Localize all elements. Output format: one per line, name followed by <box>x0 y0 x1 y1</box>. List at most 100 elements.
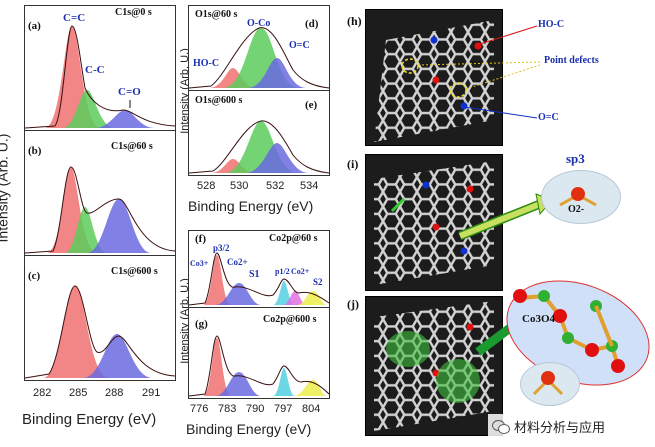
left-xtick-288: 288 <box>105 387 124 399</box>
label-co2plus-b: Co2+ <box>291 267 310 276</box>
panel-a-plot <box>25 25 175 129</box>
left-xtick-282: 282 <box>33 387 52 399</box>
panel-e-title: O1s@600 s <box>195 95 243 106</box>
panel-h-lattice <box>365 9 503 146</box>
defect-red-2 <box>432 76 440 84</box>
left-xtick-285: 285 <box>69 387 88 399</box>
panel-g-id: (g) <box>195 318 208 330</box>
peak-b-green <box>65 207 107 253</box>
label-c-single-c: C-C <box>85 64 105 76</box>
watermark: 材料分析与应用 <box>488 414 610 438</box>
peak-g-yellow <box>293 380 327 396</box>
co3o4-cluster-2 <box>436 359 480 403</box>
middle-bottom-xtick-790: 790 <box>246 403 265 415</box>
label-s2: S2 <box>313 277 323 287</box>
middle-top-x-axis-label: Binding Energy (eV) <box>188 198 314 214</box>
label-o-c-defect: O=C <box>538 112 559 123</box>
left-xtick-291: 291 <box>142 387 161 399</box>
peak-f-magenta <box>283 291 307 305</box>
peak-c-blue <box>83 334 153 378</box>
point-defect-ring-2 <box>449 82 467 98</box>
panel-i-lattice <box>365 154 503 291</box>
middle-top-xtick-534: 534 <box>300 180 319 192</box>
panel-f: (f) Co2p@60 s Co3+ p3/2 Co2+ S1 p1/2 Co2… <box>188 230 330 308</box>
label-ho-c-defect: HO-C <box>538 19 565 30</box>
o2-bubble <box>541 170 621 224</box>
watermark-text: 材料分析与应用 <box>514 420 606 436</box>
defect-i-red-2 <box>432 223 440 231</box>
peak-c-red <box>43 286 109 378</box>
panel-c-title: C1s@600 s <box>111 266 158 277</box>
defect-i-blue-2 <box>460 247 468 255</box>
peak-c-o-blue <box>95 110 155 128</box>
label-ho-c: HO-C <box>193 58 220 69</box>
label-s1: S1 <box>249 269 260 280</box>
panel-a: (a) C1s@0 s C=C C-C C=O <box>24 5 176 131</box>
label-p12: p1/2 <box>275 267 290 276</box>
peak-f-blue <box>215 283 261 305</box>
graphene-lattice-h <box>374 20 494 142</box>
peak-f-red <box>203 255 231 305</box>
envelope-c <box>25 285 175 379</box>
envelope-a <box>25 25 175 129</box>
middle-bottom-xtick-797: 797 <box>274 403 293 415</box>
peak-g-red <box>203 338 231 396</box>
middle-bottom-x-axis-label: Binding Energy (eV) <box>186 421 312 437</box>
graphene-lattice-i <box>374 161 494 285</box>
panel-h-id: (h) <box>347 14 362 28</box>
panel-e-plot <box>189 120 329 174</box>
label-o-double-c: O=C <box>289 40 310 51</box>
panel-a-title: C1s@0 s <box>115 7 152 18</box>
envelope-g <box>189 335 329 397</box>
envelope-f <box>189 252 329 306</box>
envelope-d <box>189 27 329 89</box>
label-o-co: O-Co <box>247 18 271 29</box>
label-c-o-arrow <box>129 100 131 108</box>
defect-blue-2 <box>460 102 468 110</box>
panel-b-id: (b) <box>28 145 42 157</box>
peak-g-blue <box>215 372 261 396</box>
envelope-b <box>25 166 175 254</box>
panel-b-title: C1s@60 s <box>111 141 153 152</box>
panel-d-plot <box>189 27 329 89</box>
panel-a-id: (a) <box>28 20 41 32</box>
peak-c-c-green <box>63 90 115 128</box>
panel-c: (c) C1s@600 s <box>24 255 176 381</box>
middle-bottom-xtick-776: 776 <box>190 403 209 415</box>
peak-e-blue <box>245 143 309 173</box>
defect-blue-1 <box>430 36 438 44</box>
panel-b-plot <box>25 166 175 254</box>
peak-b-blue <box>87 199 151 253</box>
panel-i-id: (i) <box>347 157 359 171</box>
defect-j-red-1 <box>466 323 474 331</box>
panel-f-plot <box>189 252 329 306</box>
panel-d-title: O1s@60 s <box>195 9 238 20</box>
label-o2-minus: O2- <box>568 204 585 215</box>
panel-g-plot <box>189 335 329 397</box>
label-sp3: sp3 <box>566 151 585 166</box>
wechat-icon <box>492 419 510 434</box>
peak-g-cyan <box>273 368 295 396</box>
peak-f-yellow <box>297 291 327 305</box>
panel-e-id: (e) <box>305 99 318 111</box>
defect-i-red-1 <box>466 185 474 193</box>
label-c-double-c: C=C <box>63 12 86 24</box>
middle-bottom-xtick-783: 783 <box>218 403 237 415</box>
panel-g: (g) Co2p@600 s <box>188 307 330 399</box>
graphene-lattice-j <box>374 301 494 431</box>
panel-d-id: (d) <box>305 18 319 30</box>
panel-c-id: (c) <box>28 270 41 282</box>
panel-b: (b) C1s@60 s <box>24 130 176 256</box>
left-x-axis-label: Binding Energy (eV) <box>22 411 157 428</box>
panel-d: O1s@60 s (d) O-Co HO-C O=C <box>188 5 330 91</box>
envelope-e <box>189 120 329 174</box>
point-defect-ring-1 <box>401 58 419 74</box>
panel-f-title: Co2p@60 s <box>269 233 318 244</box>
panel-e: O1s@600 s (e) <box>188 90 330 176</box>
middle-bottom-xtick-804: 804 <box>302 403 321 415</box>
defect-i-blue-1 <box>422 181 430 189</box>
